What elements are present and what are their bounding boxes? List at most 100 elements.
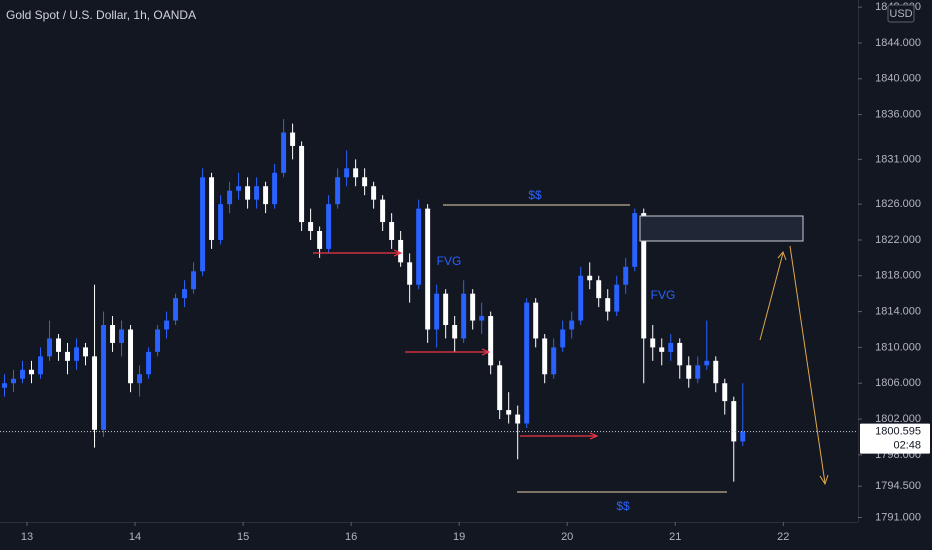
candle-body xyxy=(200,177,206,272)
x-tick-label: 21 xyxy=(669,531,681,543)
candle-body xyxy=(83,347,89,357)
candle-body xyxy=(443,293,449,326)
projection-line xyxy=(789,245,826,484)
candle-body xyxy=(254,186,260,200)
candle-body xyxy=(146,351,152,375)
y-tick-label: 1836.000 xyxy=(875,109,921,121)
candle-body xyxy=(542,338,548,375)
candle-body xyxy=(344,168,350,178)
candle-body xyxy=(677,342,683,366)
candle-body xyxy=(353,168,359,178)
y-tick-label: 1802.000 xyxy=(875,413,921,425)
fvg-box xyxy=(639,215,804,242)
candle-body xyxy=(65,351,70,361)
candle-body xyxy=(326,204,332,249)
annotation: FVG xyxy=(437,254,462,268)
candle-body xyxy=(416,208,422,285)
time-axis xyxy=(0,522,932,550)
y-tick-label: 1814.000 xyxy=(875,305,921,317)
annotation: $$ xyxy=(528,188,542,202)
candle-body xyxy=(452,325,458,339)
candle-body xyxy=(155,329,161,352)
currency-box[interactable] xyxy=(887,4,915,23)
candle-body xyxy=(632,213,638,267)
candle-body xyxy=(479,316,485,321)
arrow-head xyxy=(589,432,599,440)
x-tick-label: 19 xyxy=(453,531,465,543)
candle-body xyxy=(137,374,143,384)
x-tick-label: 15 xyxy=(237,531,249,543)
candle-body xyxy=(740,431,746,442)
x-tick-label: 22 xyxy=(777,531,789,543)
arrow-head xyxy=(819,474,829,486)
price-axis xyxy=(858,0,932,550)
y-tick-label: 1794.500 xyxy=(875,480,921,492)
candle-body xyxy=(38,356,43,375)
candle-body xyxy=(731,401,737,442)
candle-body xyxy=(263,186,269,205)
candle-body xyxy=(596,280,602,299)
candle-body xyxy=(497,365,503,411)
candle-body xyxy=(713,360,719,384)
candle-body xyxy=(614,284,620,312)
y-tick-label: 1840.000 xyxy=(875,73,921,85)
candle-body xyxy=(623,266,629,285)
candle-body xyxy=(74,347,80,361)
candle-body xyxy=(578,275,584,321)
candle-body xyxy=(515,414,521,424)
candle-body xyxy=(695,365,701,379)
last-price-label: 1800.595 xyxy=(875,426,921,438)
candle-body xyxy=(281,132,287,173)
annotation: $$ xyxy=(616,499,630,513)
candle-body xyxy=(299,145,305,223)
currency[interactable]: USD xyxy=(889,8,912,20)
annotation: FVG xyxy=(651,288,676,302)
candle-body xyxy=(650,338,656,348)
y-tick-label: 1826.000 xyxy=(875,198,921,210)
candle-body xyxy=(164,320,170,330)
arrow-head xyxy=(777,251,787,261)
candle-body xyxy=(56,338,61,352)
candle-body xyxy=(47,338,52,357)
candle-body xyxy=(722,383,728,402)
last-price-box xyxy=(860,423,930,454)
x-tick-label: 13 xyxy=(21,531,33,543)
candle-body xyxy=(308,222,314,232)
candle-body xyxy=(209,177,215,240)
candle-body xyxy=(128,329,134,384)
candle-body xyxy=(317,231,323,249)
candle-body xyxy=(425,208,431,330)
y-tick-label: 1810.000 xyxy=(875,341,921,353)
candle-body xyxy=(11,378,16,384)
y-tick-label: 1791.000 xyxy=(875,511,921,523)
candle-body xyxy=(245,186,251,200)
candle-body xyxy=(362,177,368,187)
y-tick-label: 1831.000 xyxy=(875,153,921,165)
candle-body xyxy=(461,293,467,339)
candle-body xyxy=(659,347,665,352)
candle-body xyxy=(227,190,233,205)
candle-body xyxy=(380,199,386,223)
y-tick-label: 1806.000 xyxy=(875,377,921,389)
candle-body xyxy=(434,293,440,330)
candle-body xyxy=(641,213,647,339)
candle-body xyxy=(173,298,179,321)
candle-body xyxy=(335,177,341,205)
candle-body xyxy=(524,302,530,424)
x-tick-label: 20 xyxy=(561,531,573,543)
candle-body xyxy=(560,329,566,348)
candle-body xyxy=(668,342,674,352)
projection-line xyxy=(759,252,784,341)
x-tick-label: 16 xyxy=(345,531,357,543)
candle-body xyxy=(236,186,242,191)
candle-body xyxy=(389,222,395,240)
candle-body xyxy=(119,329,125,343)
candle-body xyxy=(272,172,278,205)
candle-body xyxy=(92,356,98,430)
candle-body xyxy=(605,298,611,312)
arrow-head xyxy=(393,249,403,257)
candle-body xyxy=(218,204,224,240)
candle-body xyxy=(110,325,116,343)
candle-body xyxy=(551,347,557,375)
